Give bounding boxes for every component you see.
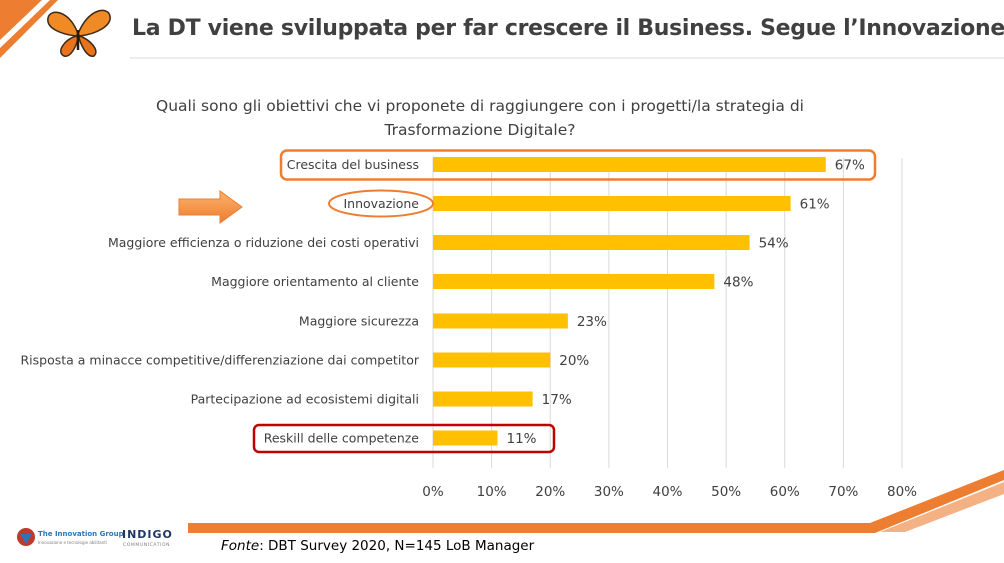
data-label: 11% [506, 431, 536, 447]
footer-stripe-light [880, 482, 1004, 532]
x-tick-label: 70% [828, 484, 858, 500]
category-label: Maggiore orientamento al cliente [211, 274, 419, 289]
category-label: Innovazione [343, 196, 419, 211]
x-tick-label: 40% [652, 484, 682, 500]
chart-question: Quali sono gli obiettivi che vi proponet… [156, 97, 804, 139]
chart-bars [433, 157, 826, 446]
corner-stripe-orange [0, 0, 42, 40]
chart-highlights [252, 149, 877, 454]
data-label: 61% [800, 197, 830, 213]
data-label: 23% [577, 314, 607, 330]
chart-value-labels: 67% 61% 54% 48% 23% 20% 17% 11% [506, 158, 864, 448]
x-tick-label: 60% [770, 484, 800, 500]
bar [433, 157, 826, 172]
indigo-logo: INDIGO COMMUNICATION [122, 528, 173, 548]
x-tick-label: 0% [422, 484, 444, 500]
page-title: La DT viene sviluppata per far crescere … [132, 16, 1004, 41]
x-tick-label: 20% [535, 484, 565, 500]
data-label: 17% [542, 392, 572, 408]
data-label: 67% [835, 158, 865, 174]
category-label: Risposta a minacce competitive/differenz… [20, 353, 419, 368]
tig-logo-tagline: Innovazione e tecnologie abilitanti [38, 540, 107, 545]
source-label: Fonte [221, 538, 260, 554]
data-label: 20% [559, 353, 589, 369]
category-label: Maggiore efficienza o riduzione dei cost… [108, 235, 419, 250]
butterfly-logo-icon [47, 9, 111, 57]
data-label: 48% [723, 275, 753, 291]
indigo-logo-name: INDIGO [122, 528, 173, 541]
bar [433, 196, 791, 211]
x-tick-label: 50% [711, 484, 741, 500]
bar [433, 430, 498, 446]
tig-logo: The Innovation Group Innovazione e tecno… [17, 528, 124, 546]
category-label: Partecipazione ad ecosistemi digitali [191, 392, 419, 407]
bar [433, 352, 551, 368]
bar [433, 391, 533, 407]
bar [433, 313, 568, 329]
corner-stripe-thin [0, 0, 58, 58]
x-tick-label: 10% [477, 484, 507, 500]
right-arrow-icon [178, 190, 243, 224]
chart-tick-labels: 0% 10% 20% 30% 40% 50% 60% 70% 80% [422, 484, 917, 500]
highlight-box-red [252, 423, 556, 454]
footer-stripe [188, 470, 1004, 533]
x-tick-label: 80% [887, 484, 917, 500]
source-note: Fonte: DBT Survey 2020, N=145 LoB Manage… [221, 538, 534, 554]
tig-logo-name: The Innovation Group [38, 530, 124, 538]
source-text: : DBT Survey 2020, N=145 LoB Manager [259, 538, 535, 554]
highlight-ellipse-orange [328, 189, 434, 218]
bar [433, 235, 750, 250]
data-label: 54% [759, 236, 789, 252]
indigo-logo-sub: COMMUNICATION [123, 542, 170, 548]
x-tick-label: 30% [594, 484, 624, 500]
category-label: Crescita del business [287, 157, 419, 172]
chart-category-labels: Crescita del business Innovazione Maggiore… [20, 157, 419, 446]
highlight-box-orange [279, 149, 877, 181]
bar [433, 274, 715, 289]
category-label: Maggiore sicurezza [299, 314, 419, 329]
category-label: Reskill delle competenze [264, 431, 420, 446]
